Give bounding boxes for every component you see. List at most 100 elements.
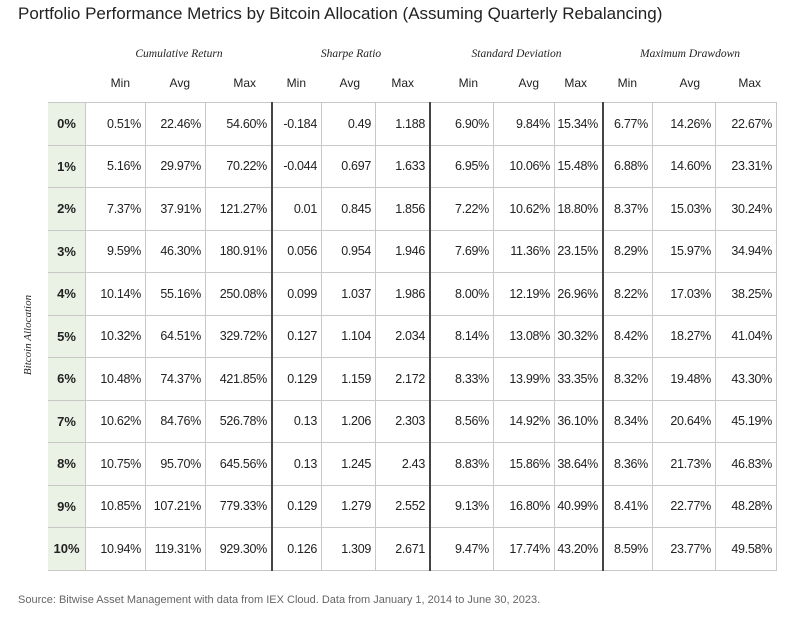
table-cell: 70.22% xyxy=(206,145,272,188)
column-header: Min xyxy=(458,76,478,90)
table-cell: 645.56% xyxy=(206,443,272,486)
row-label: 0% xyxy=(48,103,86,146)
table-cell: 2.172 xyxy=(376,358,430,401)
table-cell: 21.73% xyxy=(653,443,716,486)
table-cell: -0.184 xyxy=(272,103,322,146)
table-cell: 8.34% xyxy=(603,400,653,443)
table-cell: 1.037 xyxy=(322,273,376,316)
table-cell: 34.94% xyxy=(716,230,777,273)
table-cell: 18.80% xyxy=(555,188,603,231)
column-header: Avg xyxy=(518,76,539,90)
table-cell: 0.49 xyxy=(322,103,376,146)
table-cell: 6.95% xyxy=(430,145,494,188)
column-header: Max xyxy=(391,76,414,90)
table-cell: 17.74% xyxy=(494,528,555,571)
table-cell: 54.60% xyxy=(206,103,272,146)
table-cell: 329.72% xyxy=(206,315,272,358)
table-cell: 1.245 xyxy=(322,443,376,486)
table-cell: 2.034 xyxy=(376,315,430,358)
table-cell: 10.85% xyxy=(86,485,146,528)
row-label: 1% xyxy=(48,145,86,188)
table-cell: 43.20% xyxy=(555,528,603,571)
table-cell: 10.94% xyxy=(86,528,146,571)
table-cell: 16.80% xyxy=(494,485,555,528)
table-cell: 8.36% xyxy=(603,443,653,486)
table-cell: 41.04% xyxy=(716,315,777,358)
table-cell: 1.986 xyxy=(376,273,430,316)
table-cell: 8.83% xyxy=(430,443,494,486)
row-label: 2% xyxy=(48,188,86,231)
column-header: Max xyxy=(233,76,256,90)
table-cell: 55.16% xyxy=(146,273,206,316)
table-cell: 20.64% xyxy=(653,400,716,443)
table-cell: 2.43 xyxy=(376,443,430,486)
table-cell: 48.28% xyxy=(716,485,777,528)
table-cell: 1.188 xyxy=(376,103,430,146)
table-cell: 74.37% xyxy=(146,358,206,401)
table-cell: 13.08% xyxy=(494,315,555,358)
table-cell: 22.46% xyxy=(146,103,206,146)
table-cell: -0.044 xyxy=(272,145,322,188)
table-cell: 15.97% xyxy=(653,230,716,273)
table-cell: 1.159 xyxy=(322,358,376,401)
table-cell: 526.78% xyxy=(206,400,272,443)
table-cell: 14.60% xyxy=(653,145,716,188)
table-cell: 10.62% xyxy=(494,188,555,231)
group-divider xyxy=(602,102,604,571)
row-label: 8% xyxy=(48,443,86,486)
table-cell: 12.19% xyxy=(494,273,555,316)
group-divider xyxy=(429,102,431,571)
table-cell: 0.129 xyxy=(272,358,322,401)
table-cell: 1.946 xyxy=(376,230,430,273)
source-note: Source: Bitwise Asset Management with da… xyxy=(18,594,541,606)
table-cell: 6.77% xyxy=(603,103,653,146)
table-cell: 43.30% xyxy=(716,358,777,401)
table-cell: 0.13 xyxy=(272,443,322,486)
row-label: 5% xyxy=(48,315,86,358)
table-cell: 10.14% xyxy=(86,273,146,316)
table-cell: 8.41% xyxy=(603,485,653,528)
table-cell: 37.91% xyxy=(146,188,206,231)
table-cell: 7.69% xyxy=(430,230,494,273)
table-cell: 119.31% xyxy=(146,528,206,571)
column-header: Min xyxy=(617,76,637,90)
table-cell: 421.85% xyxy=(206,358,272,401)
table-cell: 1.206 xyxy=(322,400,376,443)
table-cell: 8.56% xyxy=(430,400,494,443)
table-cell: 30.24% xyxy=(716,188,777,231)
row-axis-label: Bitcoin Allocation xyxy=(22,294,34,376)
table-cell: 2.671 xyxy=(376,528,430,571)
table-cell: 8.32% xyxy=(603,358,653,401)
table-cell: 0.13 xyxy=(272,400,322,443)
table-cell: 1.104 xyxy=(322,315,376,358)
table-cell: 45.19% xyxy=(716,400,777,443)
table-cell: 26.96% xyxy=(555,273,603,316)
table-cell: 6.90% xyxy=(430,103,494,146)
table-cell: 2.303 xyxy=(376,400,430,443)
table-cell: 22.67% xyxy=(716,103,777,146)
group-divider xyxy=(271,102,273,571)
table-cell: 0.056 xyxy=(272,230,322,273)
table-cell: 46.83% xyxy=(716,443,777,486)
table-cell: 36.10% xyxy=(555,400,603,443)
table-cell: 10.06% xyxy=(494,145,555,188)
column-header: Min xyxy=(286,76,306,90)
table-cell: 23.77% xyxy=(653,528,716,571)
table-cell: 0.126 xyxy=(272,528,322,571)
table-cell: 0.954 xyxy=(322,230,376,273)
table-cell: 11.36% xyxy=(494,230,555,273)
table-cell: 8.00% xyxy=(430,273,494,316)
table-cell: 0.129 xyxy=(272,485,322,528)
table-cell: 38.25% xyxy=(716,273,777,316)
table-cell: 30.32% xyxy=(555,315,603,358)
table-cell: 8.33% xyxy=(430,358,494,401)
table-cell: 18.27% xyxy=(653,315,716,358)
table-cell: 23.31% xyxy=(716,145,777,188)
table-cell: 9.59% xyxy=(86,230,146,273)
column-header: Avg xyxy=(339,76,360,90)
table-cell: 38.64% xyxy=(555,443,603,486)
table-cell: 40.99% xyxy=(555,485,603,528)
group-header: Standard Deviation xyxy=(471,48,562,60)
table-cell: 14.92% xyxy=(494,400,555,443)
